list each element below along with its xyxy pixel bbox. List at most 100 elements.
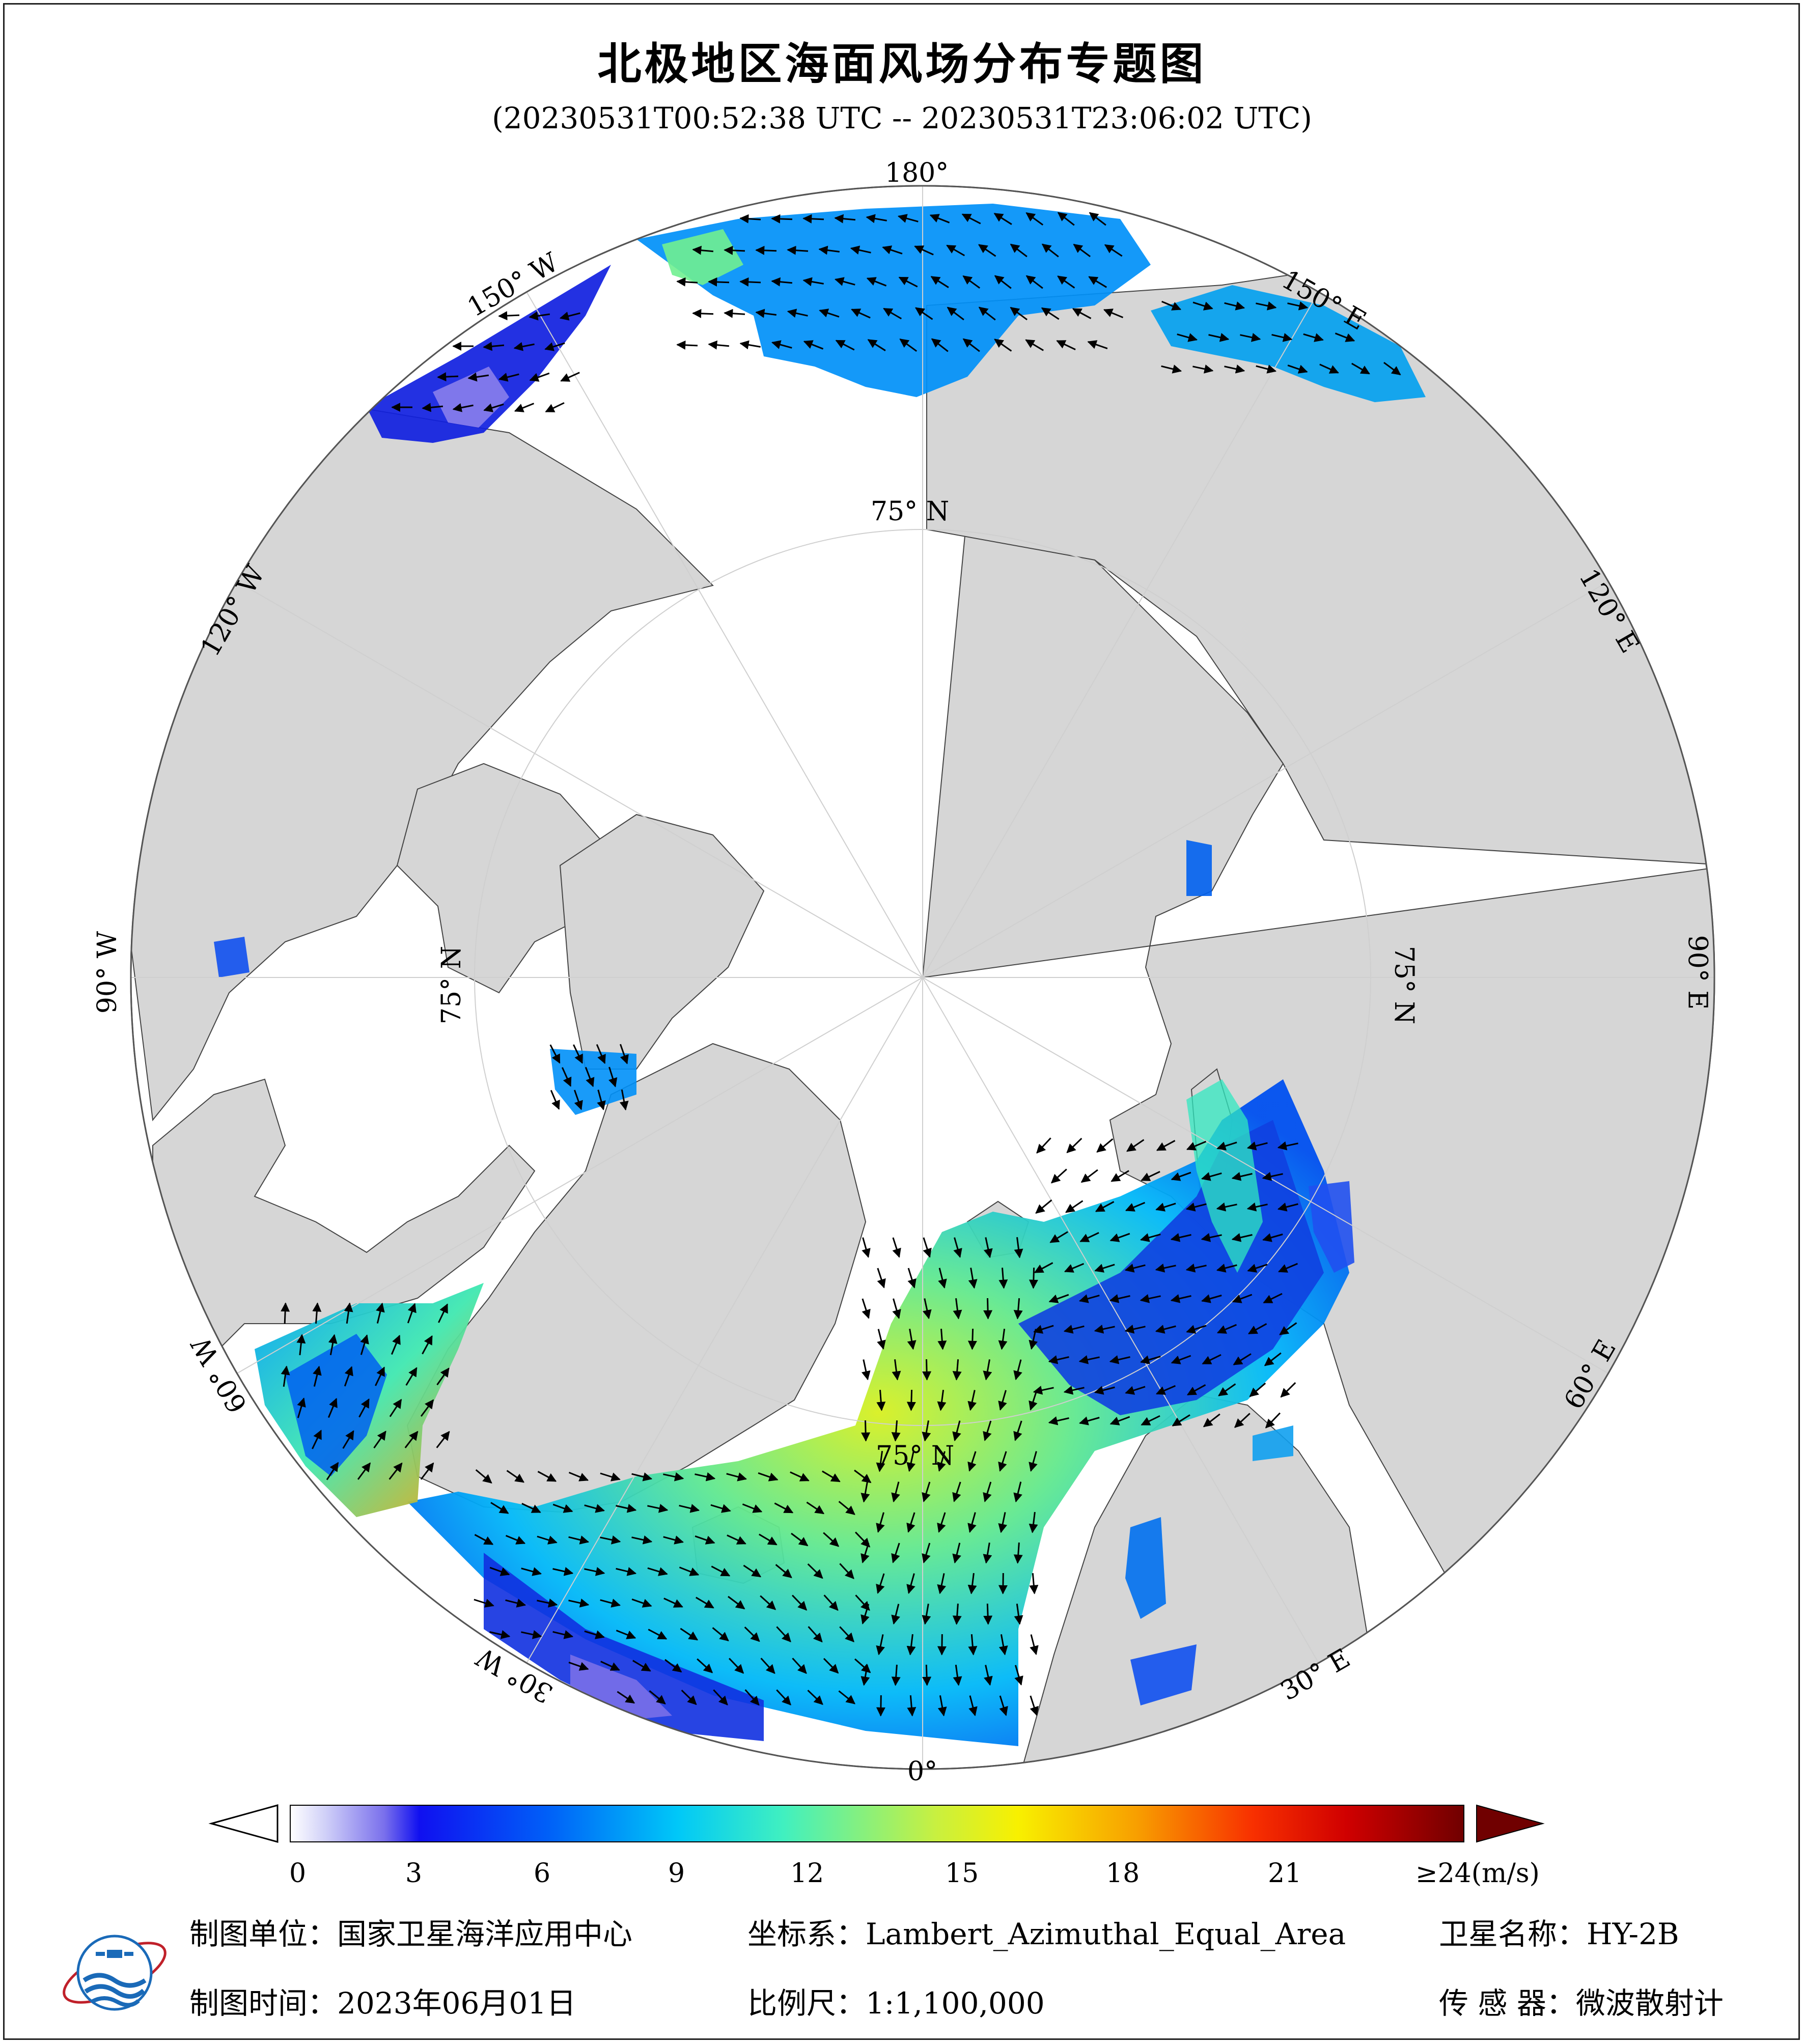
wind-arrow (537, 1535, 558, 1545)
wind-arrow (1203, 1413, 1220, 1427)
wind-arrow (521, 1567, 542, 1576)
wind-arrow (573, 1044, 583, 1064)
wind-arrow (1249, 1382, 1266, 1397)
wind-arrow (404, 1431, 419, 1448)
colorbar-ramp (290, 1805, 1464, 1842)
wind-arrow (1057, 212, 1075, 226)
lon-label-180: 180° (885, 158, 949, 188)
wind-arrow (529, 372, 550, 382)
wind-arrow (1109, 1294, 1130, 1303)
wind-arrow (1224, 365, 1245, 374)
wind-arrow (600, 1535, 621, 1545)
wind-arrow (552, 1503, 573, 1513)
wind-arrow (596, 1044, 606, 1065)
page-frame (3, 3, 1800, 2040)
wind-arrow (1202, 1354, 1222, 1365)
wind-arrow (474, 1534, 494, 1545)
wind-arrow (1140, 1294, 1161, 1303)
wind-arrow (312, 1430, 322, 1449)
swath-pechora (1309, 1181, 1354, 1273)
wind-arrow (1186, 1325, 1207, 1334)
wind-arrow (771, 277, 793, 287)
wind-arrow (1094, 1324, 1115, 1334)
wind-arrow (1125, 1386, 1146, 1395)
wind-arrow (647, 1567, 668, 1576)
wind-arrow (1057, 275, 1075, 289)
wind-arrow (743, 1564, 762, 1578)
wind-arrow (664, 1659, 682, 1673)
wind-arrow (375, 1366, 385, 1386)
colorbar-min-arrow (208, 1804, 279, 1843)
wind-arrow (729, 1658, 744, 1674)
wind-arrow (1141, 1415, 1160, 1426)
wind-arrow (1161, 300, 1182, 311)
wind-arrow (1056, 340, 1076, 350)
wind-arrow (802, 277, 824, 287)
wind-arrow (807, 1690, 823, 1705)
wind-arrow (931, 338, 949, 352)
wind-arrow (600, 1661, 620, 1671)
wind-arrow (1234, 1413, 1251, 1428)
wind-arrow (806, 1501, 825, 1515)
wind-arrow (937, 1328, 947, 1350)
wind-arrow (952, 1603, 962, 1625)
swath-gulf-alaska (367, 265, 611, 443)
wind-arrow (1087, 340, 1108, 350)
wind-arrow (312, 1302, 322, 1324)
wind-arrow (1014, 1237, 1023, 1258)
wind-arrow (1287, 301, 1309, 311)
wind-arrow (1080, 1169, 1098, 1183)
wind-arrow (877, 1329, 886, 1350)
wind-arrow (953, 1237, 962, 1258)
wind-arrow (608, 1067, 618, 1087)
wind-arrow (876, 1451, 885, 1472)
wind-arrow (929, 214, 950, 223)
wind-arrow (891, 1664, 901, 1686)
wind-arrow (549, 1044, 561, 1064)
wind-arrow (600, 1599, 621, 1608)
wind-arrow (907, 1695, 917, 1717)
wind-arrow (1029, 1573, 1039, 1594)
wind-arrow (632, 1660, 651, 1672)
wind-arrow (906, 1634, 916, 1656)
wind-arrow (823, 1532, 840, 1547)
wind-arrow (710, 1504, 731, 1513)
lon-label-0: 0° (907, 1756, 938, 1787)
wind-arrow (1177, 333, 1198, 342)
wind-arrow (892, 1237, 901, 1258)
wind-arrow (1231, 1172, 1253, 1181)
wind-arrow (695, 1472, 716, 1481)
wind-arrow (1029, 1451, 1038, 1472)
wind-arrow (647, 1504, 669, 1513)
wind-arrow (1050, 1168, 1067, 1184)
wind-arrow (952, 1543, 961, 1564)
wind-arrow (452, 403, 474, 412)
wind-arrow (1265, 1412, 1281, 1429)
wind-arrow (1185, 1264, 1207, 1273)
wind-arrow (1161, 365, 1182, 374)
wind-arrow (1066, 1138, 1083, 1154)
wind-arrow (1073, 243, 1091, 258)
wind-arrow (1010, 306, 1028, 321)
wind-vectors (281, 212, 1401, 1717)
wind-arrow (854, 1469, 872, 1483)
wind-arrow (938, 1268, 947, 1289)
wind-arrow (983, 1603, 993, 1625)
wind-arrow (906, 1512, 915, 1533)
wind-arrow (584, 1504, 605, 1513)
wind-arrow (953, 1664, 962, 1686)
colorbar-tick-15: 15 (945, 1858, 979, 1889)
wind-arrow (923, 1237, 932, 1258)
wind-arrow (597, 1089, 606, 1111)
wind-arrow (776, 1626, 791, 1642)
wind-arrow (422, 403, 443, 412)
wind-arrow (357, 1462, 371, 1480)
wind-arrow (676, 277, 698, 287)
wind-arrow (1156, 1140, 1176, 1151)
wind-arrow (1246, 1202, 1268, 1212)
wind-arrow (1201, 1172, 1222, 1181)
wind-arrow (505, 1535, 526, 1545)
wind-arrow (891, 1481, 900, 1503)
wind-arrow (631, 1472, 653, 1481)
wind-arrow (1103, 309, 1124, 318)
